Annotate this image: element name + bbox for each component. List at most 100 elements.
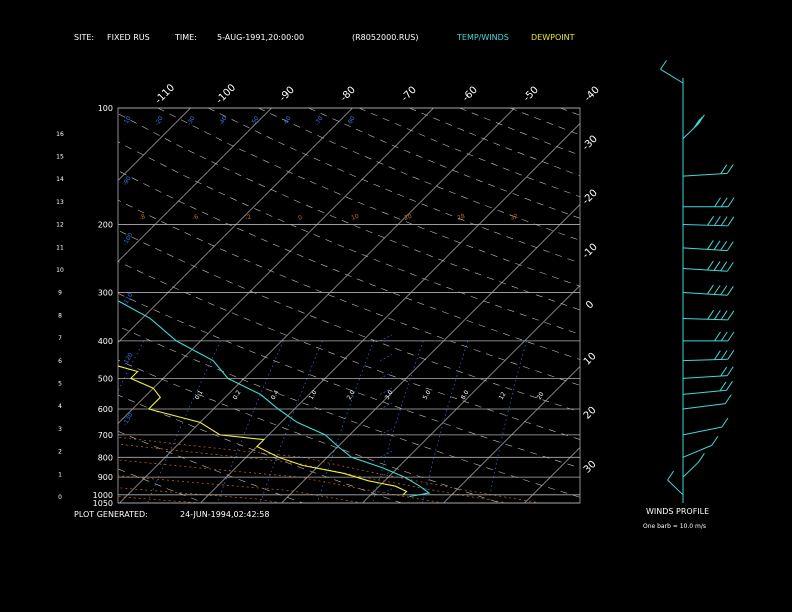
mixing-ratio-label: 20 (536, 391, 546, 401)
mixing-ratio-label: 2.0 (346, 389, 357, 401)
isotherm-line (768, 108, 792, 503)
wind-barb-shaft (682, 461, 699, 478)
isotherm-line (362, 285, 580, 503)
wind-barb-flag (720, 164, 728, 175)
height-tick-label: 14 (56, 176, 64, 183)
pressure-tick-label: 200 (98, 220, 113, 229)
wind-barb-flag (706, 284, 714, 295)
wind-barb-flag (726, 286, 734, 296)
isotherm-line (119, 108, 515, 503)
dry-adiabat (157, 108, 580, 287)
height-tick-label: 5 (58, 380, 62, 387)
wind-barb-flag (727, 310, 735, 321)
wind-barb-shaft (682, 358, 728, 362)
wind-barb-flag (697, 114, 705, 125)
theta-label: -10 (122, 115, 133, 127)
wind-barb-flag (720, 310, 728, 320)
wind-marker (379, 488, 393, 496)
wind-barb-flag (727, 197, 735, 208)
isotherm-line (443, 366, 580, 503)
wind-barb-flag (713, 285, 721, 295)
isotherm-top-label: -40 (583, 85, 602, 104)
wind-barb-flag (711, 435, 719, 446)
wind-barb-flag (714, 331, 721, 342)
height-tick-label: 0 (58, 494, 62, 501)
dry-adiabat (118, 325, 580, 498)
wind-barb-shaft (667, 479, 684, 496)
wind-barb-shaft (682, 403, 726, 410)
site-value: FIXED RUS (107, 33, 150, 42)
moist-adiabat-label: -8 (138, 213, 146, 222)
isotherm-line (0, 108, 29, 503)
plot-border (117, 107, 581, 504)
wind-barb-shaft (682, 426, 723, 436)
wind-barb-flag (693, 118, 701, 129)
temperature-line (118, 300, 431, 498)
pressure-tick-label: 900 (98, 473, 113, 482)
height-tick-label: 1 (58, 471, 62, 478)
dry-adiabat (118, 468, 205, 503)
wind-marker (379, 334, 393, 342)
isotherm-line (118, 108, 272, 262)
plot-generated-label: PLOT GENERATED: (74, 510, 148, 519)
dry-adiabat (207, 108, 580, 264)
dry-adiabat (308, 108, 580, 219)
pressure-tick-label: 700 (98, 431, 113, 440)
moist-adiabat-label: 0 (297, 214, 303, 222)
wind-barb-flag (719, 381, 727, 392)
theta-label: -80 (346, 115, 357, 127)
dry-adiabat (118, 199, 580, 386)
dry-adiabat (459, 108, 580, 156)
wind-barb-shaft (682, 389, 727, 395)
wind-barb-flag (707, 309, 715, 320)
mixing-ratio-line (118, 340, 145, 392)
wind-barb-shaft (682, 317, 728, 321)
wind-barb-shaft (660, 68, 684, 84)
wind-barb-flag (706, 240, 714, 250)
wind-marker (379, 402, 393, 410)
wind-barb-flag (720, 366, 728, 377)
moist-adiabat-label: -6 (191, 213, 199, 222)
mixing-ratio-line (259, 340, 323, 503)
mixing-ratio-line (316, 340, 374, 503)
isotherm-line (281, 204, 580, 503)
height-tick-label: 8 (58, 312, 62, 319)
dry-adiabat (0, 108, 7, 503)
moist-adiabat-label: 32 (509, 213, 519, 222)
wind-barb-flag (726, 261, 734, 272)
isotherm-line (687, 108, 792, 503)
pressure-tick-label: 100 (98, 104, 113, 113)
height-tick-label: 7 (58, 335, 62, 342)
pressure-tick-label: 600 (98, 405, 113, 414)
wind-barb-flag (726, 381, 733, 391)
theta-label: -100 (122, 232, 135, 247)
sounding-series (118, 300, 431, 498)
pressure-tick-label: 800 (98, 453, 113, 462)
mixing-ratio-label: 0.4 (270, 389, 281, 401)
moist-adiabat-label: 10 (350, 213, 360, 222)
dry-adiabat (409, 108, 580, 177)
isotherm-top-label: -100 (214, 82, 238, 106)
wind-marker (379, 451, 393, 458)
legend-dewpoint: DEWPOINT (531, 33, 575, 42)
mixing-ratio-line (4, 341, 90, 503)
dry-adiabat (118, 261, 580, 440)
dewpoint-line (118, 365, 408, 496)
mixing-ratio-line (216, 340, 284, 503)
moist-adiabat (118, 475, 363, 503)
barb-note: One barb = 10.0 m/s (643, 523, 706, 530)
wind-barb-flag (726, 366, 734, 376)
mixing-ratio-line (422, 340, 469, 503)
dry-adiabat (118, 430, 304, 503)
pressure-tick-label: 1050 (93, 499, 113, 508)
wind-barb-flag (713, 216, 721, 226)
wind-barb-flag (720, 216, 728, 226)
dry-adiabat (118, 359, 501, 503)
isotherm-right-label: 30 (582, 459, 599, 476)
pressure-tick-label: 400 (98, 337, 113, 346)
theta-label: -70 (314, 115, 325, 127)
theta-label: -40 (218, 115, 229, 127)
dry-adiabat (118, 113, 580, 311)
theta-label: -30 (186, 115, 197, 127)
isotherm-top-label: -80 (339, 85, 358, 104)
